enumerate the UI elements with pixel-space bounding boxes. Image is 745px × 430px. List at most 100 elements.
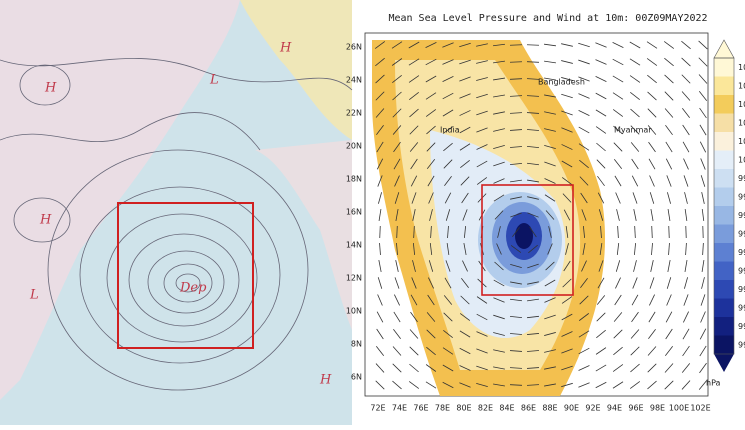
wind-barb bbox=[612, 42, 624, 48]
colorbar-swatch bbox=[714, 243, 734, 262]
wind-barb bbox=[596, 159, 606, 169]
wind-barb bbox=[509, 112, 523, 114]
wind-barb bbox=[612, 75, 624, 83]
lon-label: 102E bbox=[690, 404, 710, 413]
wind-barb bbox=[631, 158, 639, 170]
wind-barb bbox=[459, 313, 471, 321]
wind-barb bbox=[681, 40, 691, 50]
wind-barb bbox=[579, 295, 589, 305]
wind-barb bbox=[565, 226, 569, 238]
wind-barb bbox=[526, 146, 540, 148]
wind-barb bbox=[509, 95, 523, 97]
wind-barb bbox=[649, 175, 655, 187]
wind-barb bbox=[630, 142, 640, 152]
wind-barb bbox=[613, 125, 623, 135]
wind-barb bbox=[393, 158, 401, 170]
wind-barb bbox=[409, 346, 419, 356]
wind-barb bbox=[526, 384, 540, 386]
wind-barb bbox=[630, 108, 640, 118]
wind-barb bbox=[583, 225, 585, 239]
lon-label: 86E bbox=[521, 404, 536, 413]
wind-barb bbox=[578, 76, 590, 82]
wind-barb bbox=[476, 77, 488, 81]
wind-barb bbox=[646, 41, 658, 49]
wind-barb bbox=[378, 192, 382, 204]
wind-barb bbox=[443, 159, 453, 169]
wind-barb bbox=[509, 350, 523, 352]
wind-barb bbox=[578, 110, 590, 116]
wind-barb bbox=[664, 91, 674, 101]
wind-barb bbox=[667, 260, 671, 272]
wind-barb bbox=[375, 91, 385, 101]
colorbar-swatch bbox=[714, 58, 734, 77]
wind-barb bbox=[425, 109, 437, 117]
wind-barb bbox=[629, 58, 641, 66]
wind-barb bbox=[578, 143, 590, 151]
wind-barb bbox=[701, 277, 705, 289]
wind-barb bbox=[595, 42, 607, 48]
wind-barb bbox=[527, 212, 539, 218]
wind-barb bbox=[442, 381, 454, 389]
wind-barb bbox=[647, 363, 657, 373]
lon-label: 76E bbox=[413, 404, 428, 413]
wind-barb bbox=[699, 362, 707, 374]
wind-barb bbox=[493, 161, 505, 167]
wind-barb bbox=[493, 60, 505, 64]
wind-barb bbox=[548, 226, 552, 238]
wind-barb bbox=[526, 44, 540, 46]
map-title: Mean Sea Level Pressure and Wind at 10m:… bbox=[388, 13, 707, 24]
wind-barb bbox=[597, 277, 605, 289]
wind-barb bbox=[544, 43, 556, 47]
wind-barb bbox=[617, 225, 619, 239]
wind-barb bbox=[595, 364, 607, 372]
wind-barb bbox=[633, 260, 637, 272]
wind-barb bbox=[408, 41, 420, 49]
wind-barb bbox=[460, 295, 470, 305]
wind-barb bbox=[581, 260, 587, 272]
wind-barb bbox=[595, 59, 607, 65]
wind-barb bbox=[681, 380, 691, 390]
wind-barb bbox=[392, 125, 402, 135]
wind-barb bbox=[493, 349, 505, 353]
wind-barb bbox=[426, 159, 436, 169]
wind-barb bbox=[595, 126, 607, 134]
wind-barb bbox=[426, 125, 436, 135]
wind-barb bbox=[445, 260, 451, 272]
wind-barb bbox=[409, 125, 419, 135]
svg-text:L: L bbox=[29, 288, 39, 303]
wind-barb bbox=[700, 294, 706, 306]
wind-barb bbox=[510, 245, 522, 253]
wind-barb bbox=[476, 160, 488, 168]
wind-barb bbox=[493, 366, 505, 370]
wind-barb bbox=[509, 315, 523, 319]
wind-barb bbox=[375, 57, 385, 67]
wind-barb bbox=[561, 110, 573, 116]
lon-label: 94E bbox=[607, 404, 622, 413]
wind-barb bbox=[493, 94, 505, 98]
wind-barb bbox=[681, 57, 691, 67]
wind-barb bbox=[630, 346, 640, 356]
wind-barb bbox=[394, 192, 400, 204]
wind-barb bbox=[510, 281, 522, 285]
wind-barb bbox=[459, 93, 471, 99]
lon-label: 90E bbox=[564, 404, 579, 413]
lon-label: 84E bbox=[499, 404, 514, 413]
wind-barb bbox=[598, 260, 604, 272]
wind-barb bbox=[616, 209, 620, 221]
wind-barb bbox=[561, 93, 573, 99]
wind-barb bbox=[648, 141, 656, 153]
wind-barb bbox=[649, 294, 655, 306]
wind-barb bbox=[476, 60, 488, 64]
wind-barb bbox=[664, 363, 674, 373]
wind-barb bbox=[545, 261, 555, 271]
wind-barb bbox=[681, 363, 691, 373]
wind-barb bbox=[578, 365, 590, 371]
wind-barb bbox=[459, 76, 471, 82]
wind-barb bbox=[596, 295, 606, 305]
wind-barb bbox=[612, 109, 624, 117]
wind-barb bbox=[393, 141, 401, 153]
wind-barb bbox=[476, 144, 488, 150]
wind-barb bbox=[476, 177, 488, 185]
colorbar-label: 1003 bbox=[738, 100, 745, 109]
lat-label: 12N bbox=[346, 274, 362, 283]
